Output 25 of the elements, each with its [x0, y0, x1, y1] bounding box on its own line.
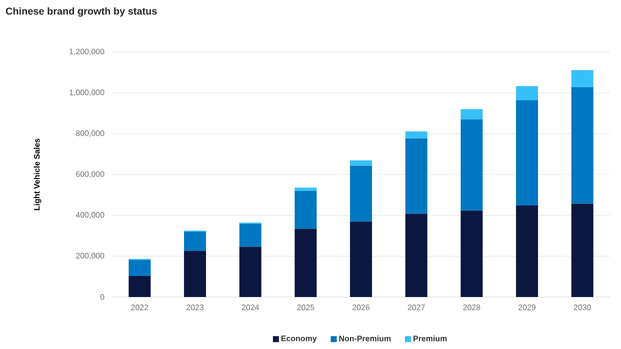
bar [184, 232, 206, 251]
bar [294, 228, 317, 297]
bar [516, 100, 538, 206]
chart-title: Chinese brand growth by status [6, 7, 157, 17]
bar [350, 160, 372, 166]
bar [128, 260, 151, 276]
bar [128, 276, 151, 297]
bar [405, 131, 428, 138]
bar [571, 87, 594, 204]
bar [405, 138, 428, 214]
bar [516, 86, 538, 100]
bar [294, 188, 317, 191]
bar [460, 210, 483, 297]
bar [350, 166, 372, 222]
bar [405, 214, 428, 297]
bar [239, 246, 262, 297]
bar [571, 204, 594, 297]
bar [350, 222, 372, 297]
bar [239, 224, 262, 247]
bar [294, 190, 317, 229]
bar [460, 119, 483, 211]
bar [516, 206, 538, 297]
bar [571, 70, 594, 88]
bar [184, 250, 206, 297]
bar [460, 109, 483, 120]
